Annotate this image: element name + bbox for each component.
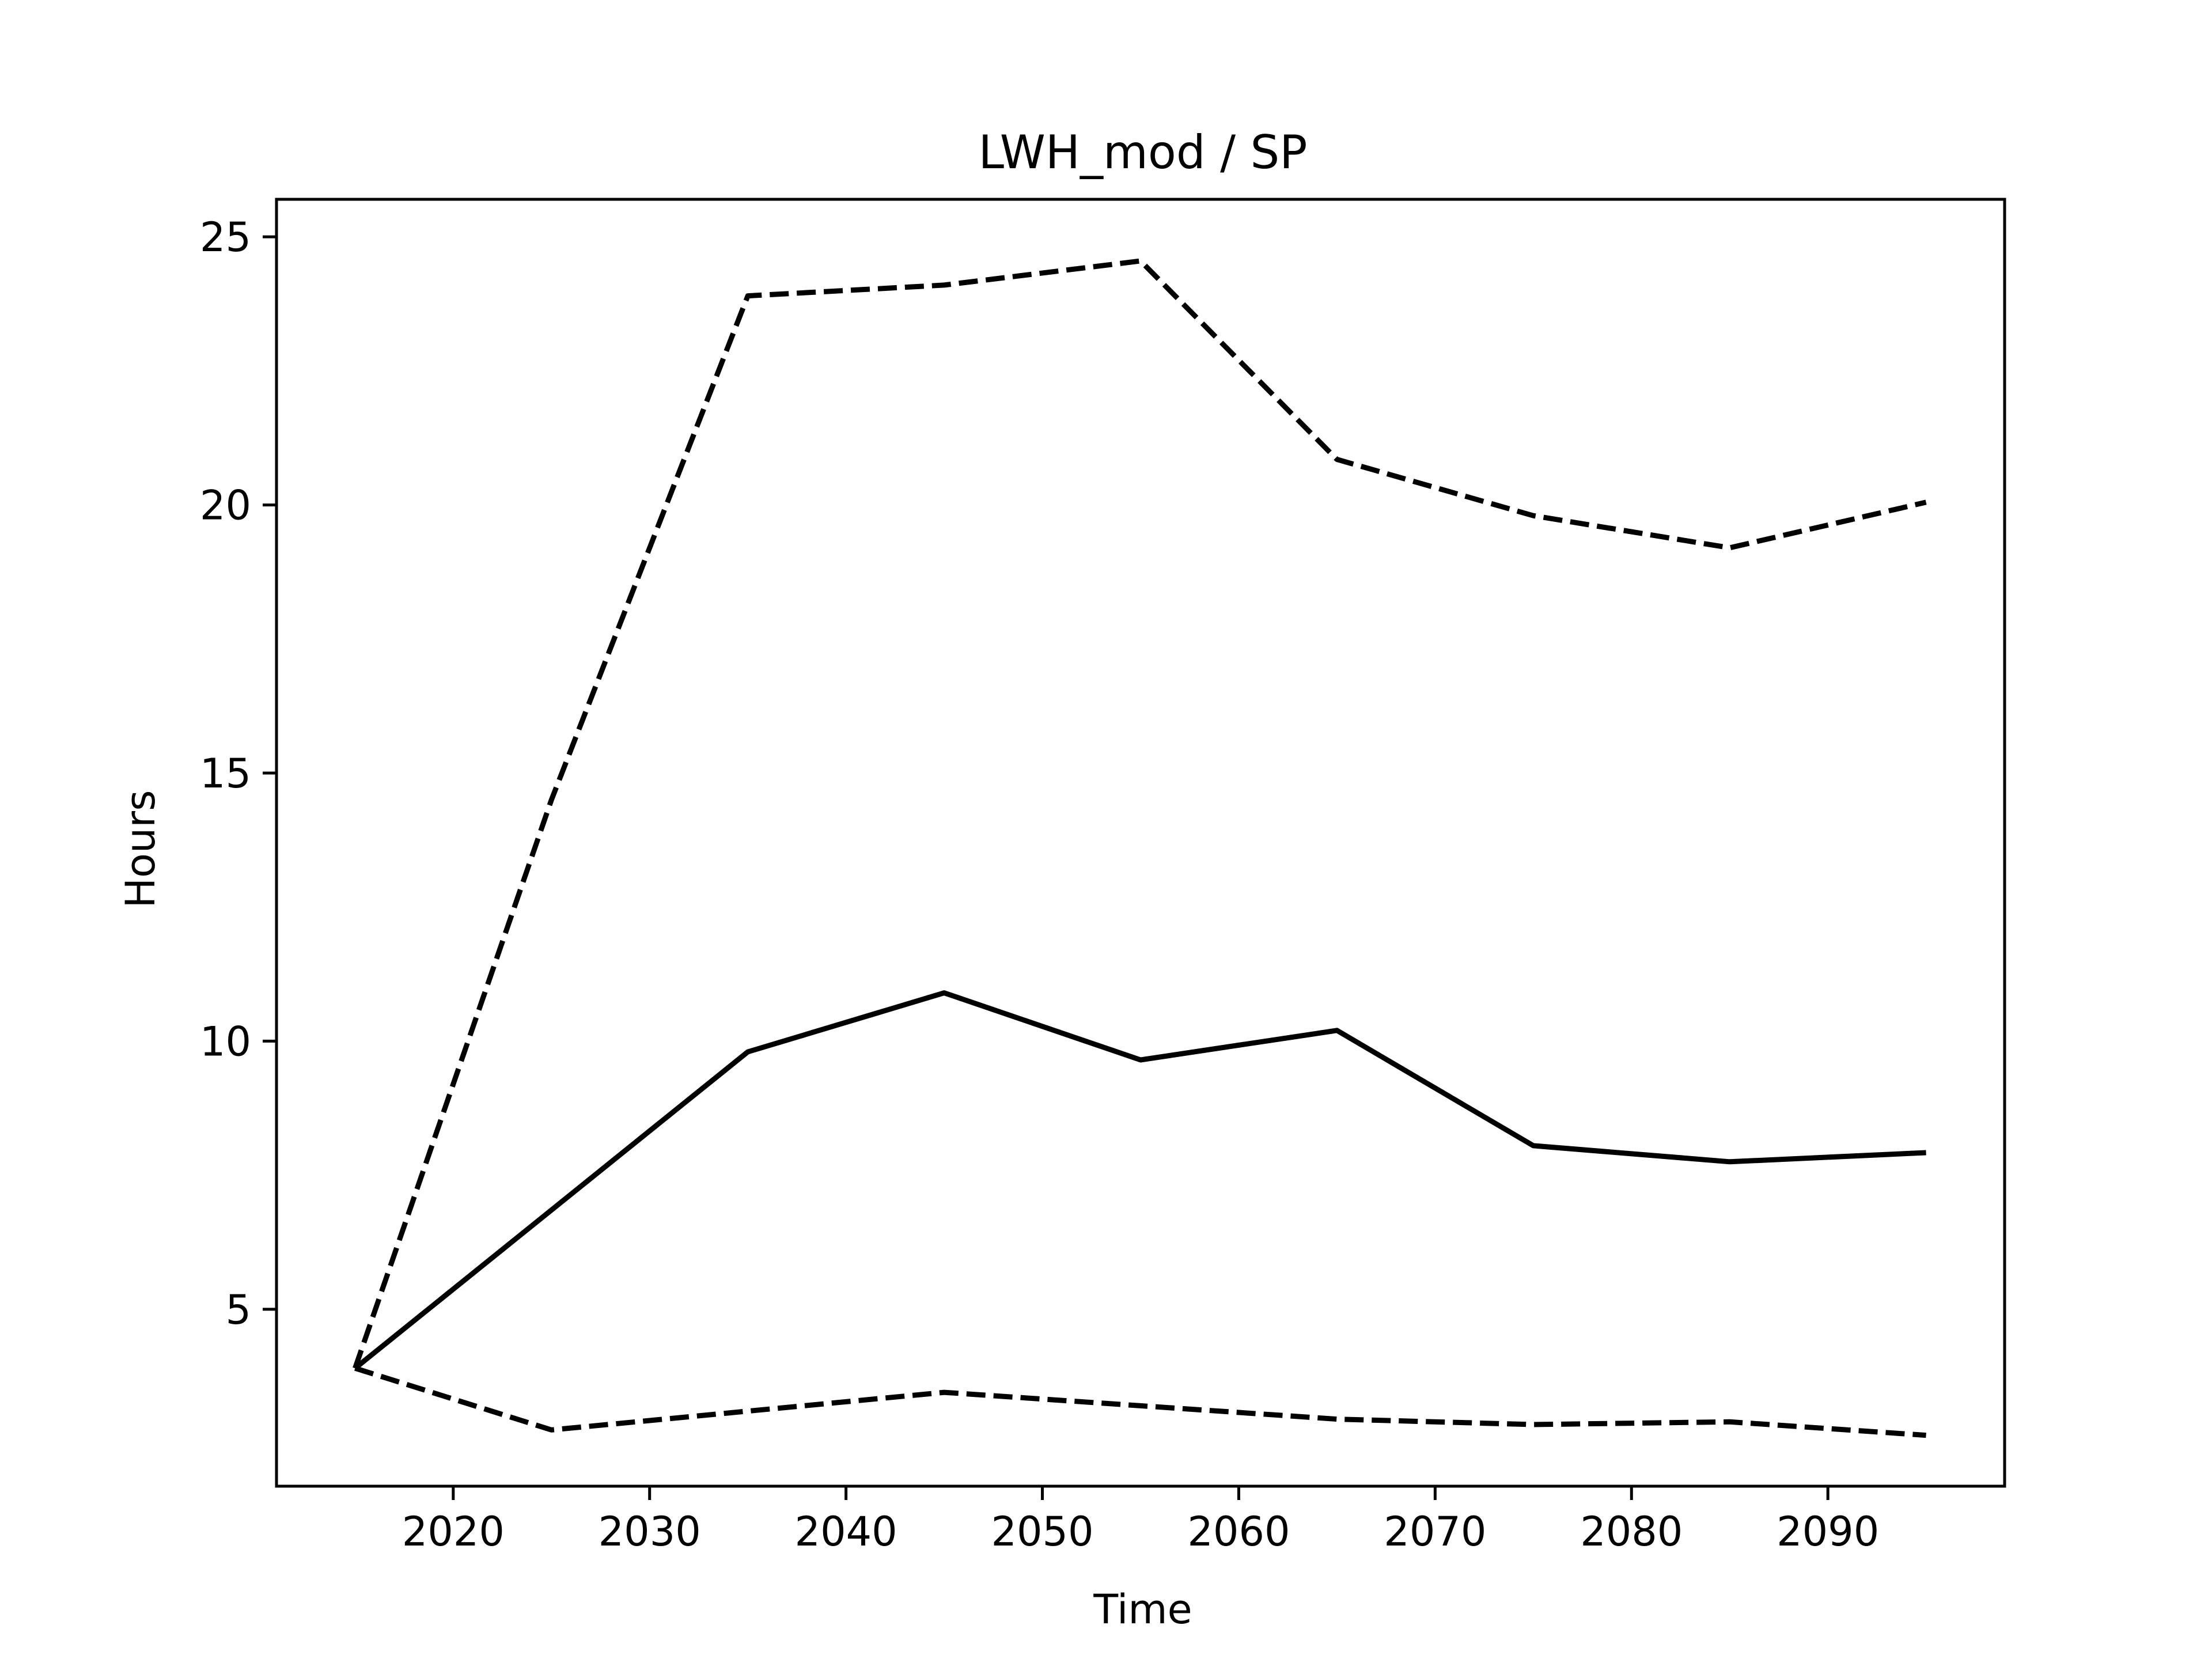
series-group bbox=[353, 258, 1927, 1438]
x-axis: 2020 2030 2040 2050 2060 2070 2080 2090 bbox=[402, 1486, 1879, 1555]
y-tick-label: 15 bbox=[200, 750, 251, 797]
x-tick-label: 2070 bbox=[1384, 1508, 1486, 1555]
series-lower-dashed-line bbox=[354, 1365, 1926, 1438]
series-median-solid-line bbox=[353, 990, 1926, 1370]
x-tick-label: 2060 bbox=[1187, 1508, 1290, 1555]
x-tick-label: 2090 bbox=[1777, 1508, 1879, 1555]
x-tick-label: 2040 bbox=[795, 1508, 897, 1555]
y-tick-label: 20 bbox=[200, 482, 251, 529]
x-tick-label: 2020 bbox=[402, 1508, 505, 1555]
y-axis-label: Hours bbox=[117, 790, 164, 908]
plot-area bbox=[275, 198, 2006, 1488]
x-tick-label: 2050 bbox=[991, 1508, 1093, 1555]
y-tick-label: 5 bbox=[225, 1286, 251, 1334]
x-tick-label: 2080 bbox=[1580, 1508, 1683, 1555]
y-axis: 5 10 15 20 25 bbox=[200, 214, 276, 1334]
chart-title: LWH_mod / SP bbox=[979, 126, 1308, 179]
x-axis-label: Time bbox=[1093, 1586, 1192, 1633]
y-tick-label: 25 bbox=[200, 214, 251, 261]
axes-frame bbox=[275, 198, 2006, 1488]
series-upper-dashed-line bbox=[353, 258, 1927, 1369]
x-tick-label: 2030 bbox=[599, 1508, 701, 1555]
y-tick-label: 10 bbox=[200, 1018, 251, 1065]
